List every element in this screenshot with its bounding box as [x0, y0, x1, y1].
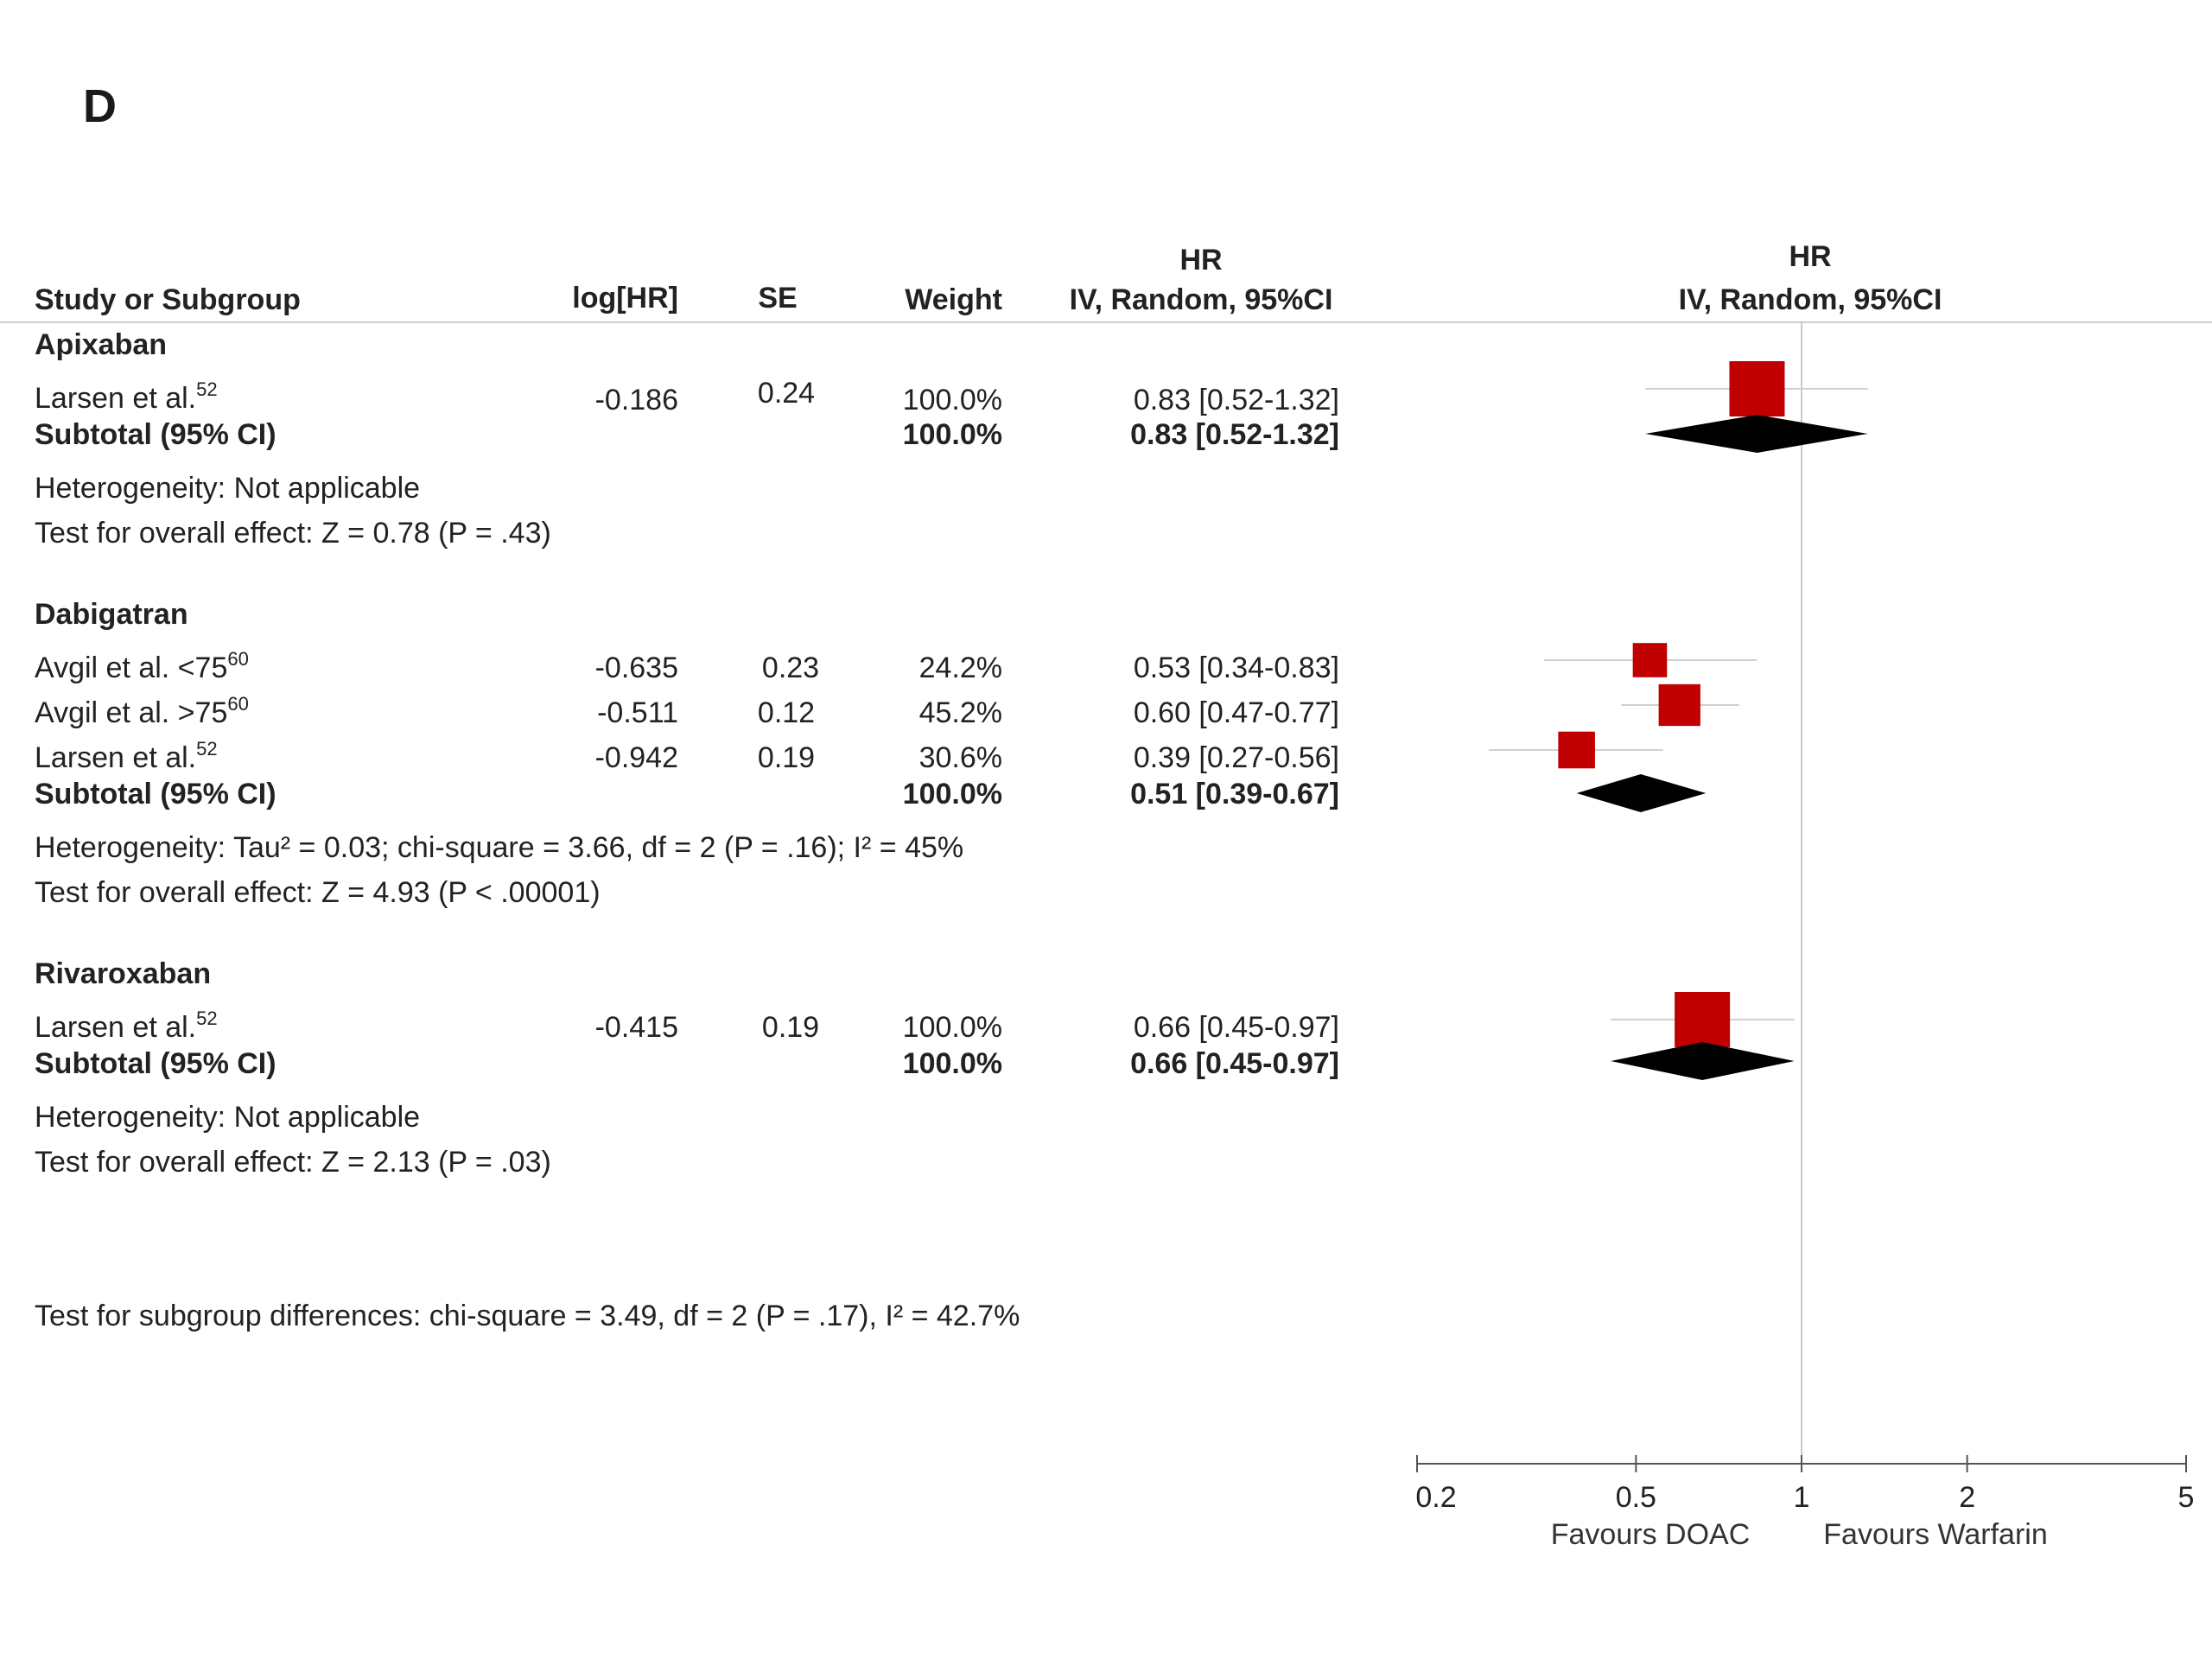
study-label: Avgil et al. <7560: [35, 648, 249, 685]
overall-effect-text: Test for overall effect: Z = 4.93 (P < .…: [35, 876, 601, 909]
header-hr-plot-top: HR: [1789, 240, 1832, 273]
subtotal-ci-text: 0.66 [0.45-0.97]: [1130, 1047, 1339, 1080]
subtotal-diamond: [1645, 415, 1868, 453]
heterogeneity-text: Heterogeneity: Not applicable: [35, 472, 421, 505]
study-weight: 100.0%: [902, 1011, 1002, 1044]
x-tick-label: 1: [1794, 1481, 1810, 1514]
study-weight: 45.2%: [918, 696, 1002, 729]
subtotal-label: Subtotal (95% CI): [35, 418, 276, 451]
x-tick-label: 0.2: [1415, 1481, 1456, 1514]
header-study: Study or Subgroup: [35, 283, 301, 316]
study-se: 0.12: [757, 696, 816, 729]
study-se: 0.24: [757, 377, 816, 410]
study-loghr: -0.635: [594, 652, 678, 684]
subtotal-weight: 100.0%: [902, 778, 1002, 810]
study-ci-text: 0.66 [0.45-0.97]: [1133, 1011, 1339, 1044]
overall-effect-text: Test for overall effect: Z = 2.13 (P = .…: [35, 1146, 551, 1179]
study-ci-text: 0.83 [0.52-1.32]: [1133, 384, 1339, 416]
study-ci-text: 0.53 [0.34-0.83]: [1133, 652, 1339, 684]
header-hr-text-top: HR: [1179, 244, 1223, 276]
study-loghr: -0.186: [594, 384, 678, 416]
header-weight: Weight: [905, 283, 1002, 316]
header-hr-text-bottom: IV, Random, 95%CI: [1069, 283, 1333, 316]
subtotal-diamond: [1576, 774, 1707, 812]
heterogeneity-text: Heterogeneity: Tau² = 0.03; chi-square =…: [35, 831, 964, 864]
subtotal-label: Subtotal (95% CI): [35, 1047, 276, 1080]
header-loghr: log[HR]: [572, 282, 678, 315]
group-title-apixaban: Apixaban: [35, 328, 168, 361]
heterogeneity-text: Heterogeneity: Not applicable: [35, 1101, 421, 1134]
study-marker: [1675, 992, 1731, 1047]
study-label: Avgil et al. >7560: [35, 693, 249, 730]
favours-left-label: Favours DOAC: [1550, 1518, 1751, 1551]
study-loghr: -0.415: [594, 1011, 678, 1044]
study-marker: [1632, 643, 1668, 677]
group-title-rivaroxaban: Rivaroxaban: [35, 957, 212, 990]
group-title-dabigatran: Dabigatran: [35, 598, 188, 631]
study-label: Larsen et al.52: [35, 1007, 218, 1045]
study-ci-text: 0.60 [0.47-0.77]: [1133, 696, 1339, 729]
subtotal-label: Subtotal (95% CI): [35, 778, 276, 810]
header-divider: [0, 321, 2212, 323]
subtotal-ci-text: 0.83 [0.52-1.32]: [1130, 418, 1339, 451]
study-se: 0.23: [761, 652, 820, 684]
study-weight: 30.6%: [918, 741, 1002, 774]
subgroup-differences-text: Test for subgroup differences: chi-squar…: [35, 1300, 1020, 1332]
study-marker: [1729, 361, 1785, 416]
study-weight: 100.0%: [902, 384, 1002, 416]
study-marker: [1658, 683, 1700, 727]
study-marker: [1558, 731, 1595, 769]
study-label: Larsen et al.52: [35, 378, 218, 416]
favours-right-label: Favours Warfarin: [1823, 1518, 2048, 1551]
subtotal-diamond: [1611, 1042, 1795, 1080]
study-loghr: -0.511: [597, 696, 678, 729]
panel-label: D: [83, 80, 117, 132]
study-se: 0.19: [761, 1011, 820, 1044]
study-ci-text: 0.39 [0.27-0.56]: [1133, 741, 1339, 774]
subtotal-ci-text: 0.51 [0.39-0.67]: [1130, 778, 1339, 810]
study-weight: 24.2%: [918, 652, 1002, 684]
overall-effect-text: Test for overall effect: Z = 0.78 (P = .…: [35, 517, 551, 550]
study-se: 0.19: [757, 741, 816, 774]
subtotal-weight: 100.0%: [902, 418, 1002, 451]
x-tick-label: 0.5: [1616, 1481, 1656, 1514]
x-tick-label: 2: [1959, 1481, 1975, 1514]
subtotal-weight: 100.0%: [902, 1047, 1002, 1080]
header-se: SE: [758, 282, 798, 315]
study-loghr: -0.942: [594, 741, 678, 774]
study-label: Larsen et al.52: [35, 738, 218, 775]
x-tick-label: 5: [2178, 1481, 2195, 1514]
header-hr-plot-bottom: IV, Random, 95%CI: [1678, 283, 1942, 316]
